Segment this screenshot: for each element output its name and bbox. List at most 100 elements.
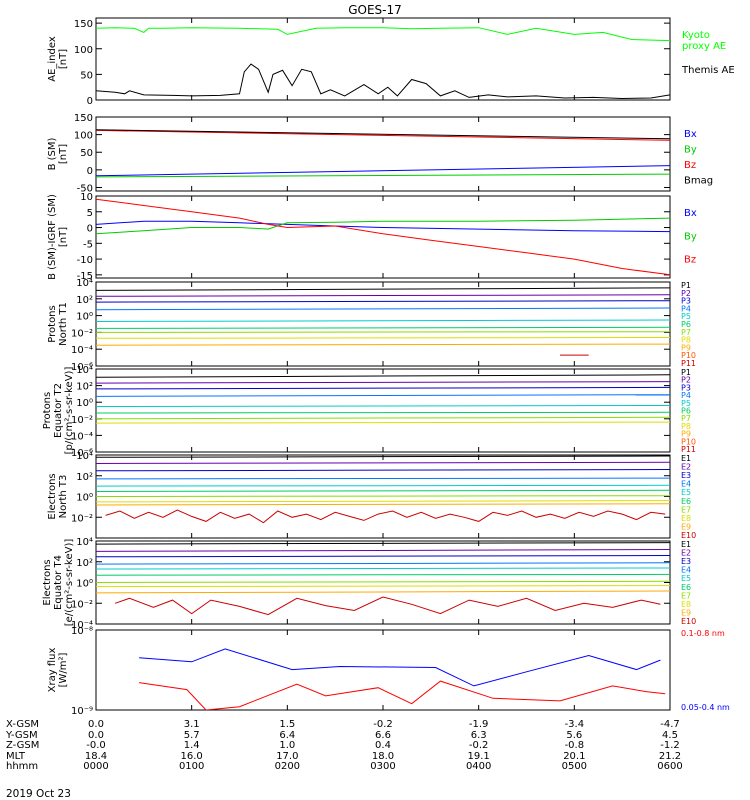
series-line [96,337,670,339]
series-line [96,294,670,297]
y-tick-label: 10⁻² [71,328,93,339]
y-tick-label: 10⁰ [76,579,93,590]
legend-entry: E2 [681,463,691,472]
legend-entry: E1 [681,540,691,549]
series-line [96,173,670,178]
legend-entry: E6 [681,497,691,506]
series-line [96,555,670,558]
ephemeris-value: 0300 [370,761,395,772]
y-tick-label: 10⁰ [76,312,93,323]
series-line [96,343,670,346]
series-line [96,27,670,42]
date-label: 2019 Oct 23 [6,788,71,800]
legend-entry: P5 [681,399,691,408]
y-axis-label: [nT] [58,49,69,69]
panel-7: 10⁴ 10² 10⁰ 10⁻² 10⁻⁴ Electrons Equator T4 [e/(… [42,537,696,631]
legend-entry: P6 [681,320,691,329]
y-tick-label: 10² [76,558,93,569]
panel-3: -15 -10 -5 0 5 10 B (SM)-IGRF (SM) [nT] Bx By Bz [47,192,697,282]
ephemeris-value: 21.2 [659,751,681,762]
y-tick-label: 50 [80,70,93,81]
y-axis-label: [nT] [58,144,69,164]
legend: Bx By Bz Bmag [684,129,713,187]
ephemeris-value: 0600 [657,761,682,772]
ephemeris-value: 0.4 [375,740,391,751]
ephemeris-value: 18.4 [85,751,107,762]
series-line [96,562,670,565]
y-tick-label: 10⁴ [76,278,93,289]
y-tick-label: 100 [74,131,93,142]
series-line [96,405,670,407]
ephemeris-value: 0400 [466,761,491,772]
series-line [96,580,670,583]
y-tick-label: -50 [77,183,93,194]
legend-entry: Kyoto [682,30,710,41]
legend-entry: E7 [681,505,691,514]
legend-entry: Bz [684,160,696,171]
series-line [96,489,670,492]
y-tick-label: 10⁻² [71,415,93,426]
y-axis-label: [W/m²] [58,652,69,687]
y-tick-label: 10⁻⁶ [71,362,93,373]
panel-2: -50 0 50 100 150 B (SM) [nT] Bx By Bz Bmag [47,113,713,194]
ephemeris-label: X-GSM [6,719,39,730]
ephemeris-label: MLT [6,751,26,762]
legend-entry: P9 [681,343,691,352]
y-tick-label: 150 [74,19,93,30]
y-tick-label: 50 [80,148,93,159]
y-tick-label: 10⁻² [71,513,93,524]
ephemeris-value: -4.7 [660,719,680,730]
series-line [139,680,666,710]
series-line [96,374,670,378]
series-line [96,307,670,311]
ephemeris-label: Y-GSM [5,730,38,741]
series-line [96,300,670,303]
ephemeris-value: 4.5 [662,730,678,741]
legend-entry: 0.05-0.4 nm [681,703,730,712]
legend-entry: E2 [681,549,691,558]
ephemeris-value: 16.0 [181,751,203,762]
legend-entry: 0.1-0.8 nm [681,629,725,638]
y-tick-label: 150 [74,113,93,124]
y-tick-label: 10⁻⁸ [71,626,93,637]
series-line [96,331,670,333]
series-line [96,585,670,588]
y-tick-label: 100 [74,45,93,56]
legend-entry: E9 [681,522,691,531]
series-line [96,217,670,235]
y-tick-label: 10² [76,295,93,306]
series-line [96,287,670,291]
ephemeris-value: 0200 [275,761,300,772]
legend-entry: E8 [681,600,691,609]
ephemeris-value: 18.0 [372,751,394,762]
ephemeris-value: 6.6 [375,730,391,741]
panel-frame [95,116,671,192]
ephemeris-value: -0.8 [565,740,585,751]
y-axis-label: Equator T4 [53,555,64,610]
y-axis-label: [p/(cm²-s-sr-keV)] [64,367,75,455]
series-line [96,394,670,397]
legend-entry: E5 [681,574,691,583]
y-tick-label: 0 [87,224,93,235]
y-tick-label: 10⁻⁹ [71,706,93,717]
ephemeris-table: X-GSM 0.0 3.1 1.5 -0.2 -1.9 -3.4 -4.7 Y-GSM 0.0 5.… [5,719,683,772]
legend-entry: E8 [681,514,691,523]
y-tick-label: -10 [77,255,93,266]
y-tick-label: 10⁴ [76,537,93,548]
y-tick-label: 10⁰ [76,493,93,504]
legend-entry: E10 [681,617,696,626]
series-line [96,421,670,424]
y-tick-label: 10⁻⁴ [71,431,93,442]
series-line [96,477,670,480]
series-line [96,319,670,322]
series-line [96,63,670,100]
ephemeris-value: 0.0 [88,730,104,741]
series-line [96,500,670,503]
legend-entry: E6 [681,583,691,592]
y-axis-label: B (SM) [47,137,58,170]
legend-entry: P10 [681,437,696,446]
panel-frame [95,17,671,101]
panel-8: 10⁻⁸ 10⁻⁹ Xray flux [W/m²] 0.1-0.8 nm 0.05-0.… [47,626,730,717]
